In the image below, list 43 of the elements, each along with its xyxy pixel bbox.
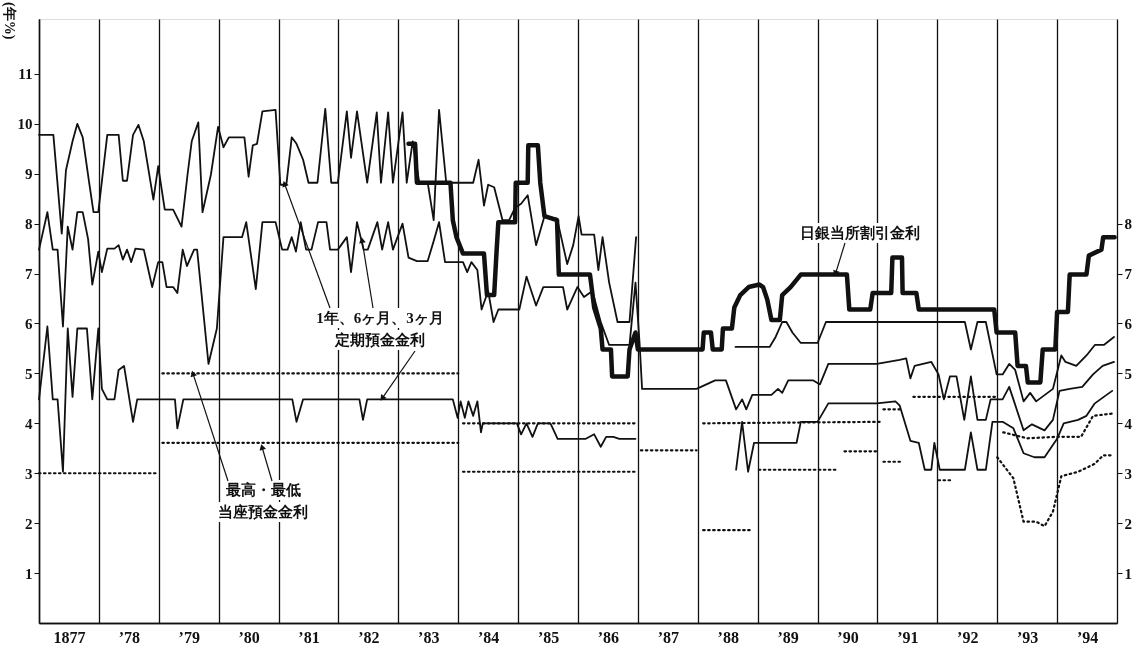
x-tick-label: 1877 [53,628,86,646]
annotation: 定期預金金利 [334,331,425,348]
y-tick-label: 10 [17,116,33,133]
y-tick-label: 5 [25,365,33,382]
x-tick-label: ’88 [717,628,739,646]
y-tick-label: 8 [25,216,33,233]
x-tick-label: ’82 [358,628,380,646]
y2-tick-label: 1 [1124,565,1132,582]
y-tick-label: 3 [25,465,33,482]
x-tick-label: ’79 [178,628,200,646]
x-tick-label: ’91 [897,628,919,646]
annotation: 日銀当所割引金利 [800,225,920,241]
x-tick-label: ’87 [657,628,679,646]
annotation: 最高・最低 [224,481,301,498]
x-tick-label: ’89 [777,628,799,646]
annotation: 1年、6ヶ月、3ヶ月 [316,310,444,326]
x-tick-label: ’81 [298,628,320,646]
x-tick-label: ’92 [957,628,979,646]
y2-tick-label: 8 [1124,216,1132,233]
x-tick-label: ’86 [597,628,620,646]
y-axis-title: (年%) [1,2,17,40]
y-tick-label: 9 [25,166,33,183]
x-tick-label: ’94 [1076,628,1099,646]
y-tick-label: 7 [25,266,33,283]
y2-tick-label: 4 [1124,415,1133,432]
y-tick-label: 6 [25,316,33,332]
y2-tick-label: 5 [1124,365,1132,382]
x-tick-label: ’93 [1017,628,1039,646]
x-tick-label: ’78 [118,628,140,646]
y-tick-label: 2 [25,515,33,532]
x-tick-label: ’84 [478,628,500,646]
y2-tick-label: 3 [1124,465,1132,482]
x-tick-label: ’90 [837,628,859,646]
y2-tick-label: 6 [1124,316,1133,332]
y-tick-label: 11 [18,66,33,83]
y-tick-label: 1 [25,565,33,582]
x-tick-label: ’83 [418,628,440,646]
x-tick-label: ’80 [238,628,260,646]
y-tick-label: 4 [25,415,33,432]
y2-tick-label: 2 [1124,515,1132,532]
y2-tick-label: 7 [1124,266,1133,283]
annotation: 当座預金金利 [218,503,308,520]
x-tick-label: ’85 [537,628,560,646]
